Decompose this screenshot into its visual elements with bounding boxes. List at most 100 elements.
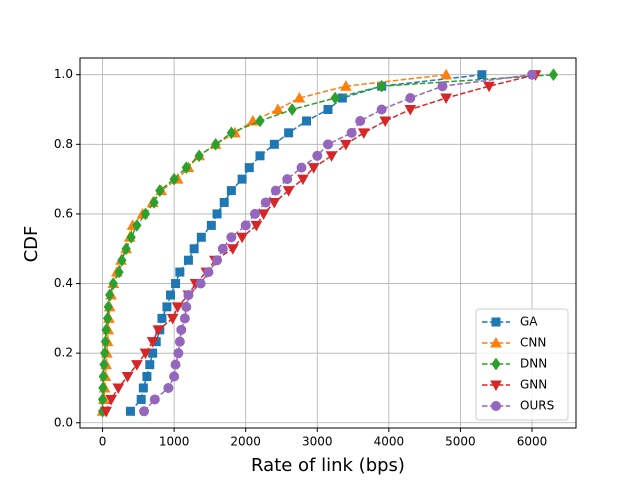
marker	[117, 253, 127, 267]
marker	[175, 267, 185, 277]
marker	[171, 279, 181, 289]
marker	[249, 208, 260, 219]
marker	[142, 371, 152, 381]
marker	[155, 184, 165, 197]
marker	[170, 359, 181, 370]
marker	[102, 312, 113, 325]
y-tick-label: 0.6	[54, 206, 73, 220]
marker	[376, 104, 387, 115]
marker	[323, 105, 333, 115]
marker	[405, 93, 416, 104]
marker	[176, 324, 187, 335]
plot-frame	[79, 57, 577, 429]
marker	[440, 93, 452, 105]
legend-marker	[490, 380, 502, 392]
legend-label: GNN	[520, 378, 547, 392]
marker	[226, 232, 237, 243]
marker	[297, 174, 309, 186]
marker	[126, 230, 136, 244]
x-axis-label: Rate of link (bps)	[251, 455, 405, 476]
marker	[114, 265, 124, 279]
marker	[105, 394, 117, 406]
marker	[103, 300, 113, 314]
marker	[526, 69, 537, 80]
marker	[260, 197, 271, 208]
x-tick-label: 3000	[302, 435, 333, 449]
legend-marker	[491, 317, 501, 327]
x-tick-label: 0	[99, 435, 107, 449]
marker	[112, 383, 125, 395]
marker	[100, 346, 110, 360]
marker	[346, 127, 357, 138]
marker	[270, 185, 281, 196]
marker	[325, 151, 338, 162]
legend: GA CNN DNN GNN OURS	[475, 308, 569, 421]
marker	[98, 381, 108, 395]
marker	[152, 325, 165, 336]
marker	[357, 128, 370, 139]
marker	[173, 348, 184, 359]
marker	[226, 126, 236, 140]
x-tick-label: 2000	[230, 435, 261, 449]
marker	[101, 323, 111, 337]
marker	[237, 174, 247, 184]
marker	[166, 290, 176, 300]
marker	[211, 137, 221, 151]
marker	[181, 161, 191, 174]
marker	[131, 360, 143, 371]
marker	[139, 406, 150, 417]
marker	[169, 371, 180, 382]
marker	[255, 114, 265, 128]
series-line	[105, 73, 536, 412]
marker	[195, 278, 206, 289]
marker	[163, 382, 174, 393]
marker	[340, 80, 352, 91]
legend-label: GA	[520, 315, 538, 329]
marker	[307, 163, 320, 174]
marker	[269, 139, 279, 149]
y-tick-label: 1.0	[54, 67, 73, 81]
marker	[146, 337, 159, 348]
marker	[171, 302, 184, 313]
marker	[179, 313, 190, 324]
marker	[268, 197, 281, 209]
marker	[404, 105, 417, 116]
marker	[136, 394, 146, 404]
marker	[145, 360, 155, 370]
marker	[240, 220, 251, 231]
marker	[121, 371, 134, 383]
marker	[132, 219, 142, 232]
marker	[183, 255, 193, 265]
marker	[100, 335, 111, 349]
marker	[355, 116, 366, 127]
marker	[437, 81, 448, 92]
marker	[379, 116, 392, 128]
marker	[377, 79, 387, 93]
x-tick-label: 4000	[374, 435, 405, 449]
legend-marker	[491, 357, 501, 371]
marker	[257, 209, 270, 220]
marker	[548, 68, 559, 82]
x-tick-label: 6000	[517, 435, 548, 449]
marker	[244, 163, 254, 173]
legend-label: DNN	[520, 357, 547, 371]
marker	[138, 383, 148, 393]
marker	[121, 242, 131, 256]
marker	[125, 406, 135, 416]
marker	[284, 128, 294, 138]
marker	[194, 149, 204, 163]
marker	[287, 103, 297, 116]
marker	[139, 348, 152, 360]
marker	[219, 197, 229, 207]
marker	[296, 162, 307, 173]
marker	[206, 220, 216, 230]
marker	[330, 91, 340, 105]
marker	[236, 232, 248, 244]
marker	[203, 267, 214, 278]
marker	[226, 244, 239, 255]
marker	[323, 139, 333, 150]
marker	[196, 232, 206, 242]
marker	[212, 209, 222, 219]
marker	[169, 172, 179, 186]
